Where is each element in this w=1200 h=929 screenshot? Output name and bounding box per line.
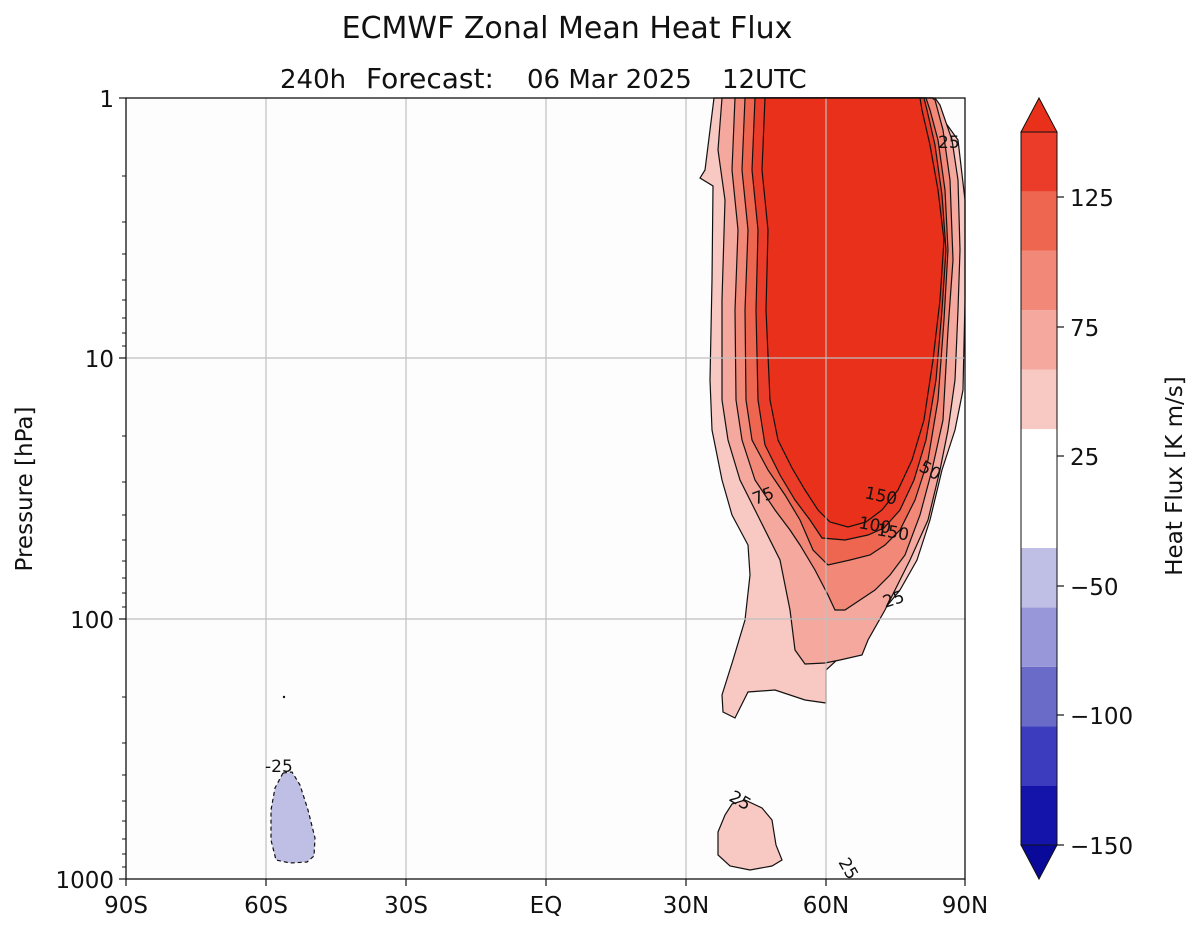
contour-label: 25: [938, 133, 960, 153]
colorbar-segment: [1021, 250, 1057, 311]
chart-subtitle-forecast: Forecast:: [366, 62, 494, 95]
colorbar-under-arrow: [1020, 844, 1058, 881]
colorbar-segment: [1021, 310, 1057, 370]
colorbar-tick-label: 125: [1070, 186, 1114, 212]
contour-label: -25: [265, 757, 293, 777]
contour-fill-150: [761, 97, 945, 528]
colorbar-tick-label: 25: [1070, 445, 1099, 471]
colorbar-tick-label: 75: [1070, 316, 1099, 342]
contour-fill-neg25: [270, 771, 316, 864]
colorbar-segment: [1021, 726, 1057, 786]
colorbar-segment: [1021, 429, 1057, 548]
x-tick-label: 90N: [942, 893, 988, 919]
plot-area: 25 25 25 25 50 75 150 100 150 -25: [125, 97, 966, 883]
colorbar-tick-label: −50: [1070, 575, 1119, 601]
filled-contours: [270, 97, 966, 871]
colorbar-segment: [1021, 547, 1057, 608]
x-tick-label: 60N: [803, 893, 849, 919]
x-tick-label: 30S: [384, 893, 428, 919]
colorbar-segment: [1021, 607, 1057, 667]
x-tick-label: 30N: [663, 893, 709, 919]
colorbar-over-arrow: [1020, 96, 1058, 133]
colorbar-segment: [1021, 132, 1057, 192]
colorbar-frame: [1020, 131, 1058, 846]
y-tick-label: 1000: [55, 868, 114, 894]
x-tick-label: 90S: [104, 893, 148, 919]
x-tick-label: EQ: [530, 893, 563, 919]
x-tick-label: 60S: [244, 893, 288, 919]
y-tick-label: 100: [70, 608, 114, 634]
y-tick-label: 1: [99, 87, 114, 113]
y-tick-label: 10: [85, 347, 114, 373]
x-axis: 90S 60S 30S EQ 30N 60N 90N: [104, 879, 988, 919]
y-minor-ticks: [122, 175, 126, 868]
colorbar: 125 75 25 −50 −100 −150 Heat Flux [K m/s…: [1020, 96, 1188, 881]
colorbar-label: Heat Flux [K m/s]: [1162, 376, 1188, 575]
y-axis-label: Pressure [hPa]: [12, 407, 38, 572]
colorbar-segment: [1021, 666, 1057, 727]
colorbar-segment: [1021, 785, 1057, 845]
chart-subtitle-run: 240h: [280, 65, 346, 95]
colorbar-segment: [1021, 369, 1057, 430]
contour-fill-lower-25: [717, 799, 783, 871]
colorbar-segment: [1021, 191, 1057, 251]
colorbar-tick-label: −100: [1070, 704, 1133, 730]
chart-title: ECMWF Zonal Mean Heat Flux: [342, 11, 793, 46]
contour-dot: [282, 695, 286, 699]
grid: [126, 98, 965, 879]
colorbar-segments: [1021, 132, 1057, 845]
chart-subtitle-date: 06 Mar 2025: [527, 65, 692, 95]
y-axis: 1 10 100 1000 Pressure [hPa]: [12, 87, 126, 894]
colorbar-tick-label: −150: [1070, 834, 1133, 860]
chart-subtitle-time: 12UTC: [722, 65, 807, 95]
